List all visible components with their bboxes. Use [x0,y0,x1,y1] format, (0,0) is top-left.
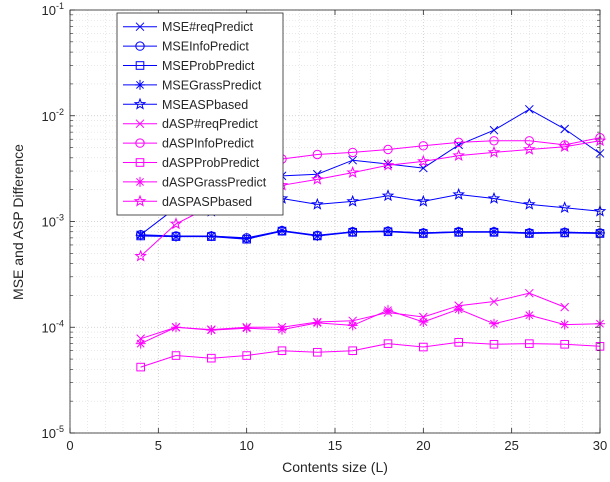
data-point [312,318,322,328]
legend-label: dASPProbPredict [162,156,260,170]
x-tick-label: 20 [416,438,430,453]
data-point [277,226,287,236]
data-point [560,227,570,237]
legend-label: dASPGrassPredict [162,175,267,189]
x-tick-label: 10 [239,438,253,453]
data-point [242,323,252,333]
legend-label: MSEProbPredict [162,59,255,73]
data-point [136,230,146,240]
data-point [418,228,428,238]
x-tick-label: 0 [66,438,73,453]
data-point [171,322,181,332]
data-point [383,226,393,236]
data-point [136,339,146,349]
legend-label: dASPASPbased [162,195,252,209]
data-point [524,310,534,320]
data-point [524,228,534,238]
data-point [348,227,358,237]
x-tick-label: 15 [328,438,342,453]
data-point [206,231,216,241]
legend: MSE#reqPredict MSEInfoPredict MSEProbPredi… [117,13,283,215]
x-tick-label: 5 [155,438,162,453]
x-tick-label: 25 [504,438,518,453]
x-axis-label: Contents size (L) [282,459,388,475]
data-point [454,304,464,314]
data-point [489,227,499,237]
legend-label: MSE#reqPredict [162,20,254,34]
legend-marker [135,80,145,90]
x-tick-label: 30 [593,438,607,453]
data-point [312,231,322,241]
legend-label: dASPInfoPredict [162,137,254,151]
y-axis-label: MSE and ASP Difference [10,144,26,300]
legend-marker [135,177,145,187]
data-point [418,317,428,327]
data-point [383,305,393,315]
legend-label: MSEInfoPredict [162,40,249,54]
data-point [206,325,216,335]
legend-label: MSEGrassPredict [162,78,262,92]
data-point [454,227,464,237]
legend-label: MSEASPbased [162,98,248,112]
data-point [171,232,181,242]
data-point [560,320,570,330]
data-point [348,320,358,330]
data-point [242,234,252,244]
legend-label: dASP#reqPredict [162,117,258,131]
data-point [277,325,287,335]
data-point [489,319,499,329]
